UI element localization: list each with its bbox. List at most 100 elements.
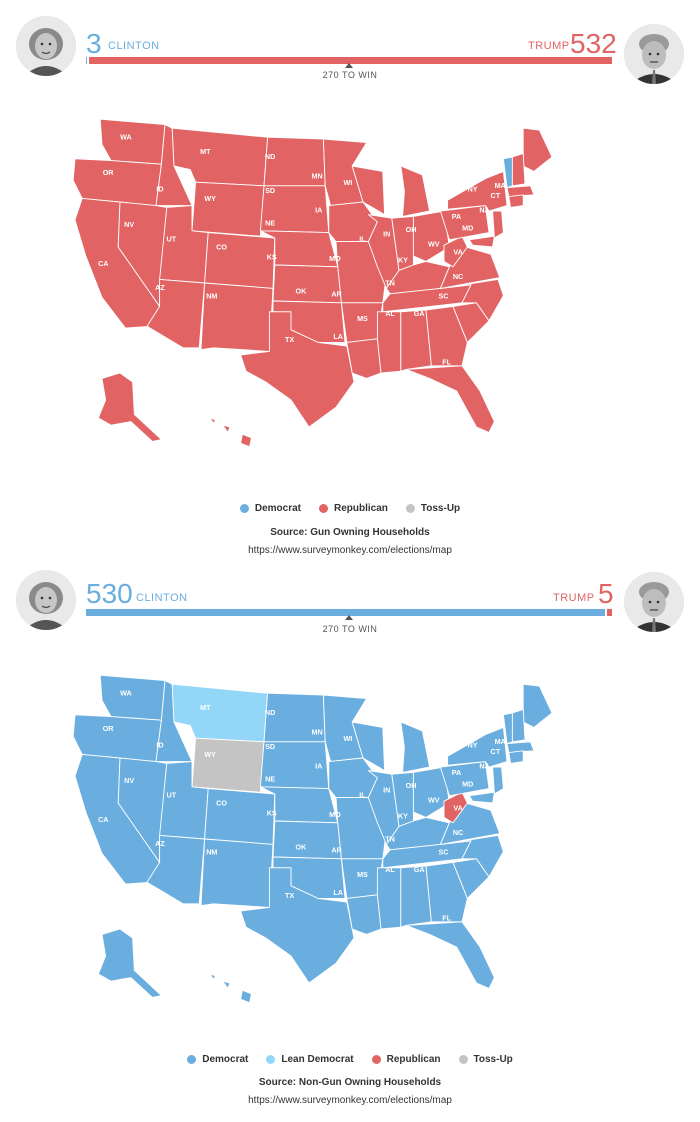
state-wy[interactable] — [191, 737, 265, 793]
win-marker-icon — [345, 615, 353, 620]
clinton-avatar — [16, 570, 76, 630]
state-label-ms: MS — [357, 314, 368, 323]
legend-label: Republican — [333, 503, 388, 514]
state-label-hi: HI — [229, 410, 236, 419]
legend-item: Republican — [318, 503, 388, 514]
clinton-portrait-icon — [16, 570, 76, 630]
state-label-id: ID — [156, 184, 163, 193]
state-label-nc: NC — [453, 828, 463, 837]
trump-label: TRUMP — [553, 592, 595, 604]
state-label-al: AL — [385, 865, 395, 874]
legend-item: Democrat — [187, 1054, 248, 1065]
state-fl[interactable] — [405, 365, 495, 433]
state-label-ny: NY — [468, 184, 478, 193]
state-ms[interactable] — [376, 867, 402, 930]
state-label-ne: NE — [265, 218, 275, 227]
state-ak[interactable] — [97, 372, 162, 442]
state-label-tx: TX — [285, 891, 294, 900]
state-label-ms: MS — [357, 870, 368, 879]
legend-label: Republican — [386, 1054, 441, 1065]
legend-dot-icon — [458, 1055, 468, 1064]
state-me[interactable] — [522, 127, 553, 172]
state-nm[interactable] — [200, 282, 274, 352]
state-label-sd: SD — [265, 186, 275, 195]
us-electoral-map: WA OR CA ID NV MT WY UT AZ CO NM ND SD NE KS OK TX MN IA MO… — [72, 118, 553, 448]
state-ma[interactable] — [506, 741, 535, 754]
state-label-id: ID — [156, 740, 163, 749]
state-label-nv: NV — [124, 220, 134, 229]
trump-electoral-votes: 532 — [570, 28, 617, 59]
state-label-or: OR — [103, 724, 115, 733]
state-hi[interactable] — [209, 417, 252, 448]
state-mi[interactable] — [400, 165, 431, 217]
state-ga[interactable] — [425, 305, 468, 367]
state-mi[interactable] — [400, 721, 431, 773]
state-tx[interactable] — [240, 311, 355, 428]
state-label-fl: FL — [442, 914, 451, 923]
trump-bar — [607, 609, 612, 616]
state-label-il: IL — [359, 235, 366, 244]
state-nj[interactable] — [492, 766, 504, 795]
state-ny[interactable] — [447, 170, 508, 212]
state-nc[interactable] — [439, 834, 504, 878]
state-ak[interactable] — [97, 928, 162, 998]
state-nh[interactable] — [511, 152, 526, 187]
state-label-wi: WI — [343, 734, 352, 743]
forecast-panel-non-gun-owners: 530 CLINTON TRUMP 5 270 TO WIN WA OR CA ID N… — [0, 560, 700, 1122]
legend-dot-icon — [405, 504, 415, 513]
state-md[interactable] — [468, 791, 495, 804]
state-label-mn: MN — [312, 727, 323, 736]
state-nh[interactable] — [511, 708, 526, 743]
us-electoral-map: WA OR CA ID NV MT WY UT AZ CO NM ND SD NE KS OK TX MN IA MO… — [72, 674, 553, 1004]
state-ct[interactable] — [508, 194, 524, 208]
state-nc[interactable] — [439, 278, 504, 322]
trump-avatar — [624, 572, 684, 632]
state-wa[interactable] — [99, 118, 166, 165]
state-mt[interactable] — [171, 683, 269, 743]
state-la[interactable] — [346, 894, 382, 935]
state-hi[interactable] — [209, 973, 252, 1004]
state-al[interactable] — [400, 309, 432, 372]
state-la[interactable] — [346, 338, 382, 379]
state-label-ca: CA — [98, 815, 108, 824]
state-co[interactable] — [204, 788, 276, 845]
state-label-pa: PA — [452, 768, 461, 777]
clinton-bar — [86, 57, 87, 64]
trump-bar — [89, 57, 612, 64]
state-label-ct: CT — [491, 191, 501, 200]
state-ia[interactable] — [328, 201, 378, 243]
state-tx[interactable] — [240, 867, 355, 984]
state-me[interactable] — [522, 683, 553, 728]
state-label-wy: WY — [204, 194, 216, 203]
state-label-ok: OK — [296, 286, 308, 295]
state-al[interactable] — [400, 865, 432, 928]
state-wa[interactable] — [99, 674, 166, 721]
state-fl[interactable] — [405, 921, 495, 989]
state-mt[interactable] — [171, 127, 269, 187]
state-ma[interactable] — [506, 185, 535, 198]
state-ia[interactable] — [328, 757, 378, 799]
state-wi[interactable] — [351, 721, 386, 772]
state-wy[interactable] — [191, 181, 265, 237]
state-ct[interactable] — [508, 750, 524, 764]
state-wi[interactable] — [351, 165, 386, 216]
state-co[interactable] — [204, 232, 276, 289]
state-ga[interactable] — [425, 861, 468, 923]
state-oh[interactable] — [412, 210, 450, 262]
state-ms[interactable] — [376, 311, 402, 374]
state-label-va: VA — [453, 248, 462, 257]
state-label-nc: NC — [453, 272, 463, 281]
state-ny[interactable] — [447, 726, 508, 768]
legend-dot-icon — [371, 1055, 381, 1064]
state-md[interactable] — [468, 235, 495, 248]
state-oh[interactable] — [412, 766, 450, 818]
state-nm[interactable] — [200, 838, 274, 908]
map-legend: Democrat Lean Democrat Republican Toss-Up — [0, 1054, 700, 1065]
state-label-nh: NH — [488, 167, 498, 176]
state-label-ia: IA — [315, 761, 322, 770]
state-label-ak: AK — [124, 922, 135, 931]
state-label-fl: FL — [442, 358, 451, 367]
legend-dot-icon — [266, 1055, 276, 1064]
state-label-ct: CT — [491, 747, 501, 756]
state-nj[interactable] — [492, 210, 504, 239]
